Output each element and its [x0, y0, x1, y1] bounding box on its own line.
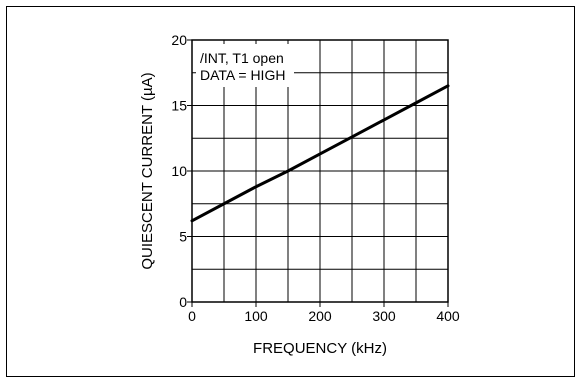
y-axis-label: QUIESCENT CURRENT (µA) — [139, 72, 156, 269]
y-tick-label: 0 — [179, 294, 187, 310]
axis-ticks: 0 100 200 300 400 0 5 10 15 20 — [171, 32, 459, 324]
x-tick-label: 100 — [244, 308, 268, 324]
series-line-quiescent-current — [190, 84, 450, 223]
series — [190, 84, 450, 223]
annotation-line-2: DATA = HIGH — [200, 67, 285, 83]
outer-border — [6, 6, 575, 377]
y-tick-label: 20 — [171, 32, 187, 48]
y-tick-label: 5 — [179, 229, 187, 245]
annotation-line-1: /INT, T1 open — [200, 50, 284, 66]
x-tick-label: 300 — [372, 308, 396, 324]
y-tick-label: 10 — [171, 163, 187, 179]
x-tick-label: 0 — [188, 308, 196, 324]
x-tick-label: 400 — [436, 308, 460, 324]
grid — [192, 40, 448, 302]
x-tick-label: 200 — [308, 308, 332, 324]
x-axis-label: FREQUENCY (kHz) — [253, 340, 387, 357]
annotation-background — [196, 44, 294, 87]
y-tick-label: 15 — [171, 98, 187, 114]
